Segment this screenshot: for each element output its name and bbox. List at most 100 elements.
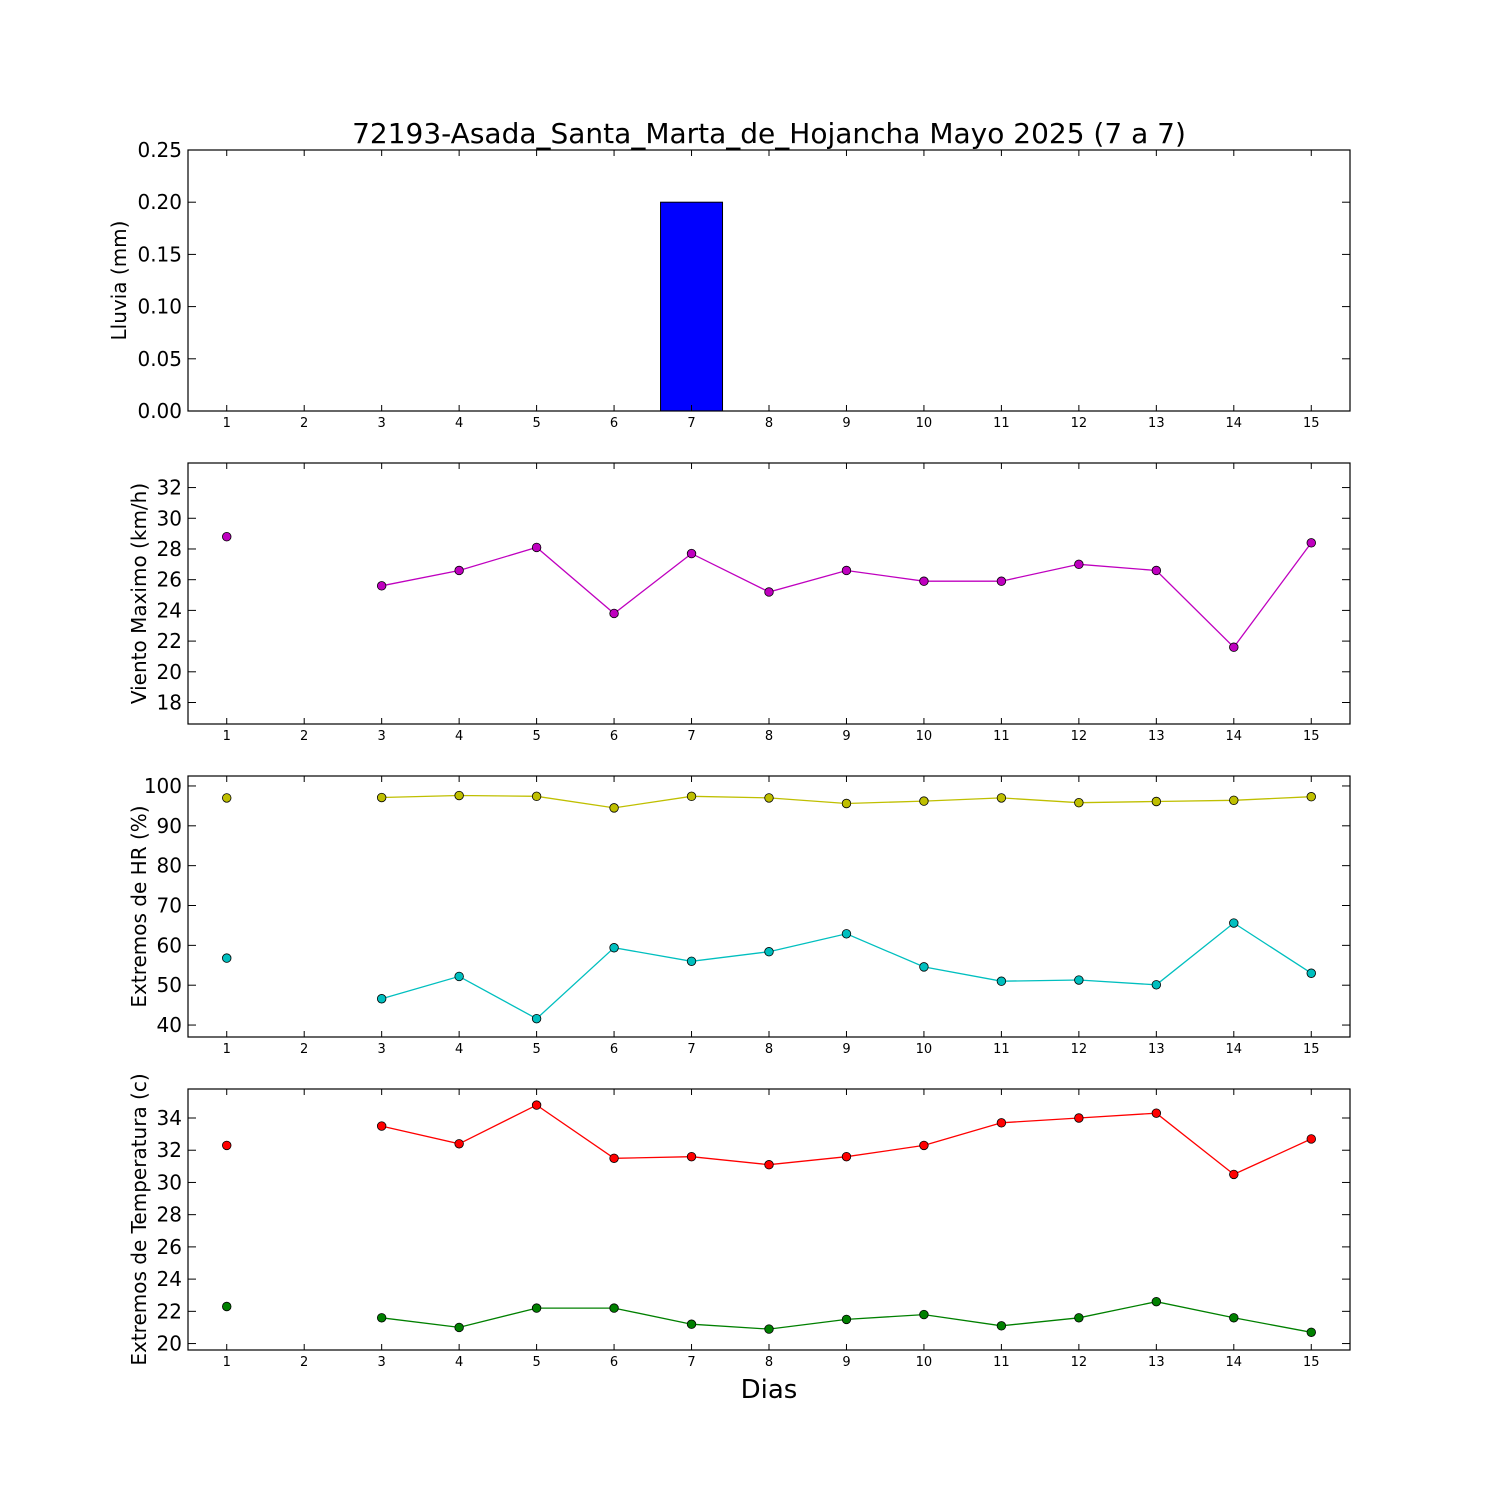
point-day-4 <box>454 565 464 576</box>
x-tick-label: 10 <box>916 729 933 744</box>
axes-frame <box>187 149 1351 412</box>
y-tick-label: 60 <box>157 933 182 957</box>
point-day-11 <box>996 793 1007 803</box>
y-tick-label: 0.10 <box>137 295 182 319</box>
point-day-11 <box>996 1321 1007 1331</box>
y-tick-label: 0.00 <box>137 399 182 423</box>
series-1 <box>222 531 1316 652</box>
y-tick-label: 90 <box>157 814 182 838</box>
point-day-6 <box>609 943 619 953</box>
point-day-14 <box>1229 1169 1239 1180</box>
point-day-3 <box>376 792 387 803</box>
point-day-10 <box>919 1309 929 1320</box>
point-day-7 <box>686 548 697 559</box>
x-tick-label: 6 <box>610 1042 618 1057</box>
point-day-1 <box>222 953 232 963</box>
y-tick-label: 28 <box>157 1203 182 1227</box>
x-tick-label: 3 <box>378 1042 386 1057</box>
point-day-8 <box>764 947 774 957</box>
temperature-panel: 1 2 3 4 5 6 7 8 9 10 11 12 13 14 152022242628303234Ext… <box>127 1073 1351 1370</box>
series-1 <box>222 1100 1316 1180</box>
point-day-9 <box>841 798 852 809</box>
x-tick-label: 11 <box>993 416 1010 431</box>
x-tick-label: 13 <box>1148 1042 1165 1057</box>
x-tick-label: 2 <box>300 1042 308 1057</box>
y-tick-label: 18 <box>157 691 182 715</box>
point-day-6 <box>609 608 619 619</box>
x-tick-label: 14 <box>1226 1355 1243 1370</box>
y-tick-label: 40 <box>157 1013 182 1037</box>
x-tick-label: 1 <box>223 729 231 744</box>
x-tick-label: 5 <box>532 1355 540 1370</box>
point-day-15 <box>1306 792 1316 802</box>
y-tick-label: 24 <box>157 598 182 622</box>
x-tick-label: 4 <box>455 416 463 431</box>
x-tick-label: 10 <box>916 1042 933 1057</box>
series-2 <box>222 918 1316 1024</box>
x-tick-label: 6 <box>610 1355 618 1370</box>
x-tick-label: 9 <box>842 416 850 431</box>
point-day-1 <box>222 793 232 803</box>
point-day-15 <box>1306 1134 1316 1144</box>
x-tick-label: 5 <box>532 729 540 744</box>
y-axis-label: Lluvia (mm) <box>107 221 131 341</box>
x-tick-label: 15 <box>1303 1042 1320 1057</box>
x-tick-label: 7 <box>687 1355 695 1370</box>
chart-title: 72193-Asada_Santa_Marta_de_Hojancha Mayo… <box>352 117 1186 150</box>
y-tick-label: 80 <box>157 854 182 878</box>
point-day-12 <box>1074 797 1084 808</box>
y-axis-label: Extremos de HR (%) <box>127 805 151 1007</box>
point-day-13 <box>1151 1296 1162 1307</box>
point-day-13 <box>1151 980 1162 990</box>
point-day-15 <box>1306 1327 1316 1337</box>
point-day-10 <box>919 1140 929 1151</box>
point-day-4 <box>454 1139 464 1149</box>
point-day-14 <box>1229 795 1239 806</box>
y-tick-label: 26 <box>157 1235 182 1259</box>
point-day-10 <box>919 962 929 972</box>
point-day-14 <box>1229 918 1239 928</box>
x-tick-label: 6 <box>610 729 618 744</box>
x-tick-label: 5 <box>532 1042 540 1057</box>
point-day-1 <box>222 1301 232 1312</box>
y-tick-label: 20 <box>157 1332 182 1356</box>
point-day-11 <box>996 1118 1007 1128</box>
x-tick-label: 9 <box>842 1355 850 1370</box>
point-day-8 <box>764 587 774 597</box>
x-tick-label: 15 <box>1303 729 1320 744</box>
point-day-5 <box>531 542 542 553</box>
y-tick-label: 0.20 <box>137 190 182 214</box>
point-day-6 <box>609 1303 619 1313</box>
wind-panel: 1 2 3 4 5 6 7 8 9 10 11 12 13 14 151820222426283032Vie… <box>127 462 1351 744</box>
y-tick-label: 50 <box>157 973 182 997</box>
x-axis-label: Dias <box>741 1375 798 1405</box>
x-tick-label: 12 <box>1071 1042 1088 1057</box>
y-tick-label: 22 <box>157 1299 182 1323</box>
x-tick-label: 14 <box>1226 729 1243 744</box>
x-tick-label: 4 <box>455 729 463 744</box>
point-day-15 <box>1306 968 1316 978</box>
panels: 1 2 3 4 5 6 7 8 9 10 11 12 13 14 150.000.050.100.150.2… <box>107 138 1351 1370</box>
x-tick-label: 13 <box>1148 1355 1165 1370</box>
x-tick-label: 2 <box>300 729 308 744</box>
point-day-5 <box>531 1100 542 1110</box>
humidity-panel: 1 2 3 4 5 6 7 8 9 10 11 12 13 14 15405060708090100Extr… <box>127 774 1351 1057</box>
point-day-3 <box>376 1313 387 1323</box>
x-tick-label: 13 <box>1148 729 1165 744</box>
y-tick-label: 0.05 <box>137 347 182 371</box>
y-tick-label: 32 <box>157 476 182 500</box>
point-day-9 <box>841 1151 852 1162</box>
x-tick-label: 9 <box>842 1042 850 1057</box>
point-day-1 <box>222 1140 232 1151</box>
point-day-6 <box>609 1153 619 1163</box>
point-day-13 <box>1151 565 1162 576</box>
point-day-15 <box>1306 538 1316 548</box>
x-tick-label: 7 <box>687 729 695 744</box>
x-tick-label: 10 <box>916 1355 933 1370</box>
y-tick-label: 100 <box>144 774 182 798</box>
x-tick-label: 15 <box>1303 1355 1320 1370</box>
y-tick-label: 30 <box>157 1170 182 1194</box>
point-day-10 <box>919 576 929 586</box>
x-tick-label: 12 <box>1071 729 1088 744</box>
x-tick-label: 6 <box>610 416 618 431</box>
